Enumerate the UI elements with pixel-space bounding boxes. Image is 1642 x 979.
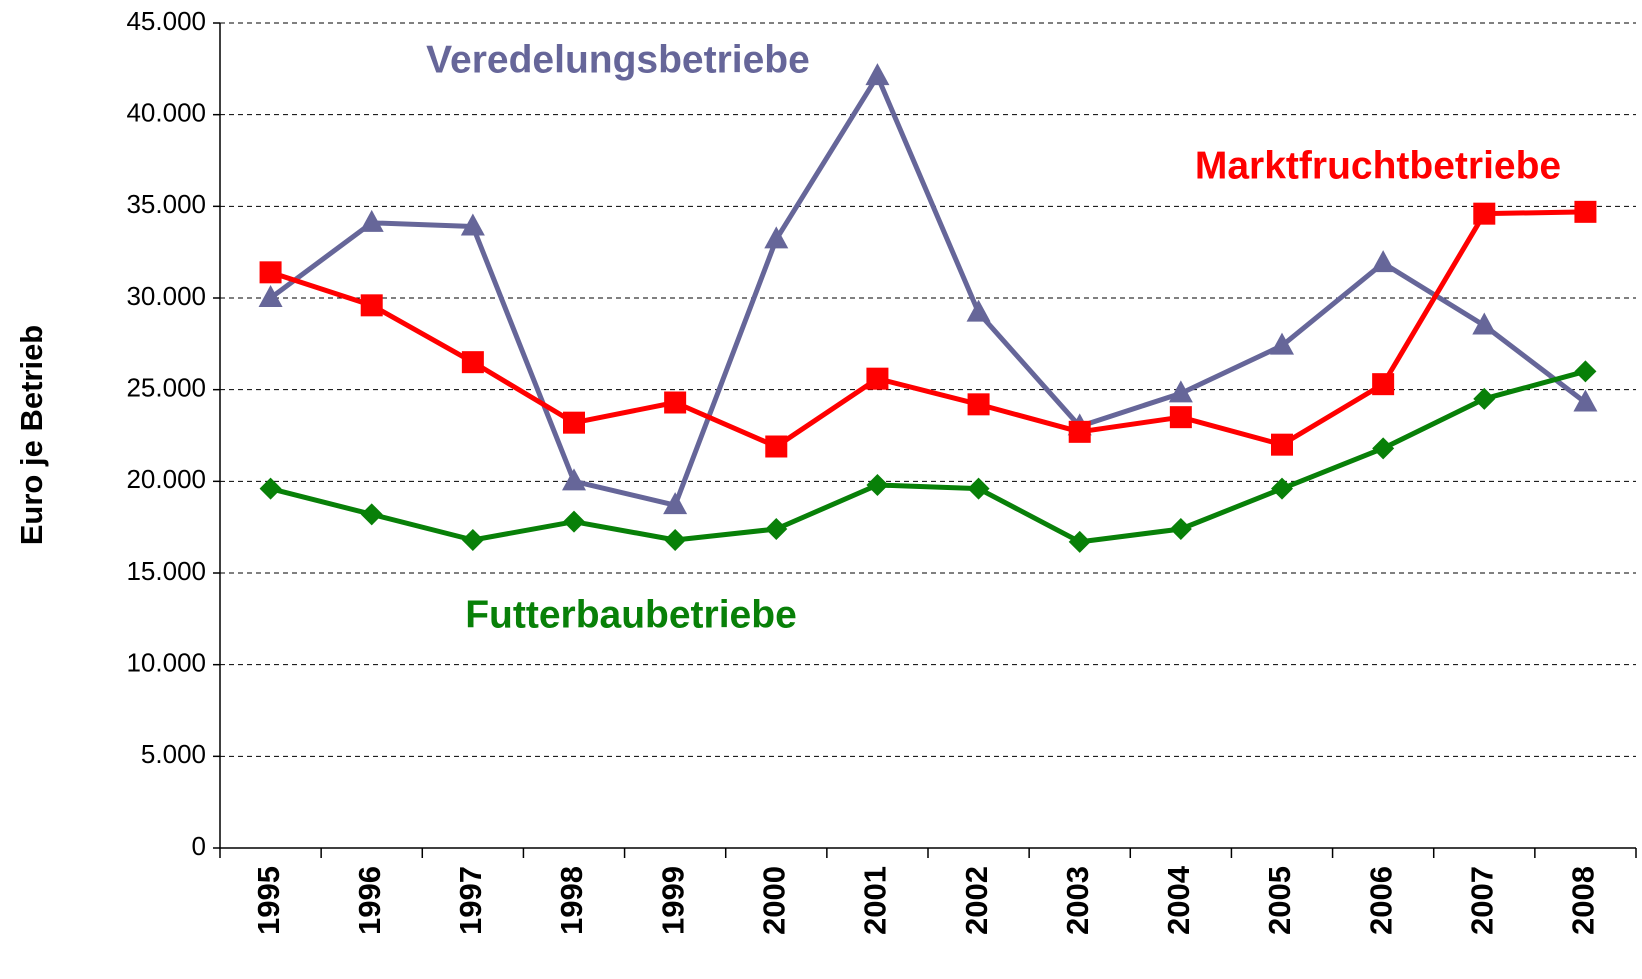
marker [764,226,789,249]
marker [966,299,991,322]
marker [563,510,585,533]
marker [259,261,282,284]
marker [1574,360,1597,383]
marker [1473,202,1496,225]
x-tick-label: 2005 [1262,866,1297,935]
marker [866,367,889,390]
marker [664,529,687,551]
y-tick-label: 45.000 [126,6,206,36]
marker [359,209,384,232]
y-tick-label: 5.000 [141,739,206,769]
marker [865,63,890,86]
y-tick-label: 10.000 [126,648,206,678]
marker [259,477,282,500]
marker [562,468,586,491]
marker [1068,530,1091,553]
marker [563,411,585,434]
y-axis-label: Euro je Betrieb [14,325,49,546]
y-tick-label: 0 [192,831,206,861]
y-tick-label: 15.000 [126,556,206,586]
series-line [269,209,1586,449]
marker [1271,477,1293,500]
marker [1372,373,1395,396]
y-tick-label: 30.000 [126,281,206,311]
marker [360,294,383,317]
x-tick-label: 1997 [453,866,488,935]
marker [1574,200,1597,223]
marker [1271,433,1293,456]
marker [258,285,283,307]
marker [967,393,990,416]
marker [1472,312,1497,335]
marker [461,351,484,374]
series-label: Futterbaubetriebe [465,593,797,636]
marker [967,477,990,500]
marker [461,529,484,551]
y-tick-label: 35.000 [126,189,206,219]
x-tick-label: 1999 [655,866,690,935]
marker [1372,437,1395,460]
marker [1169,518,1192,540]
marker [663,492,688,515]
x-tick-label: 1995 [251,866,286,935]
y-tick-label: 25.000 [126,373,206,403]
series-line [269,73,1587,508]
marker [1270,332,1294,355]
x-tick-label: 2004 [1161,865,1196,935]
x-tick-label: 2006 [1363,866,1398,935]
y-tick-label: 20.000 [126,464,206,494]
marker [1371,250,1396,273]
x-tick-label: 1998 [554,866,589,935]
x-tick-label: 2002 [959,866,994,935]
marker [1573,389,1598,412]
x-tick-label: 2000 [756,866,791,935]
marker [1169,406,1192,429]
x-tick-label: 2003 [1060,866,1095,935]
marker [1168,380,1193,403]
x-tick-label: 2008 [1566,866,1601,935]
marker [360,503,383,526]
series-label: Veredelungsbetriebe [426,38,810,81]
series-line [269,368,1587,545]
x-tick-label: 1996 [352,866,387,935]
marker [765,435,788,458]
marker [765,518,788,540]
marker [1473,387,1496,410]
x-tick-label: 2001 [858,866,893,935]
y-tick-label: 40.000 [126,98,206,128]
marker [866,474,889,496]
series-label: Marktfruchtbetriebe [1195,144,1561,187]
marker [460,213,485,236]
x-tick-label: 2007 [1464,866,1499,935]
marker [1068,420,1091,443]
marker [664,391,687,414]
